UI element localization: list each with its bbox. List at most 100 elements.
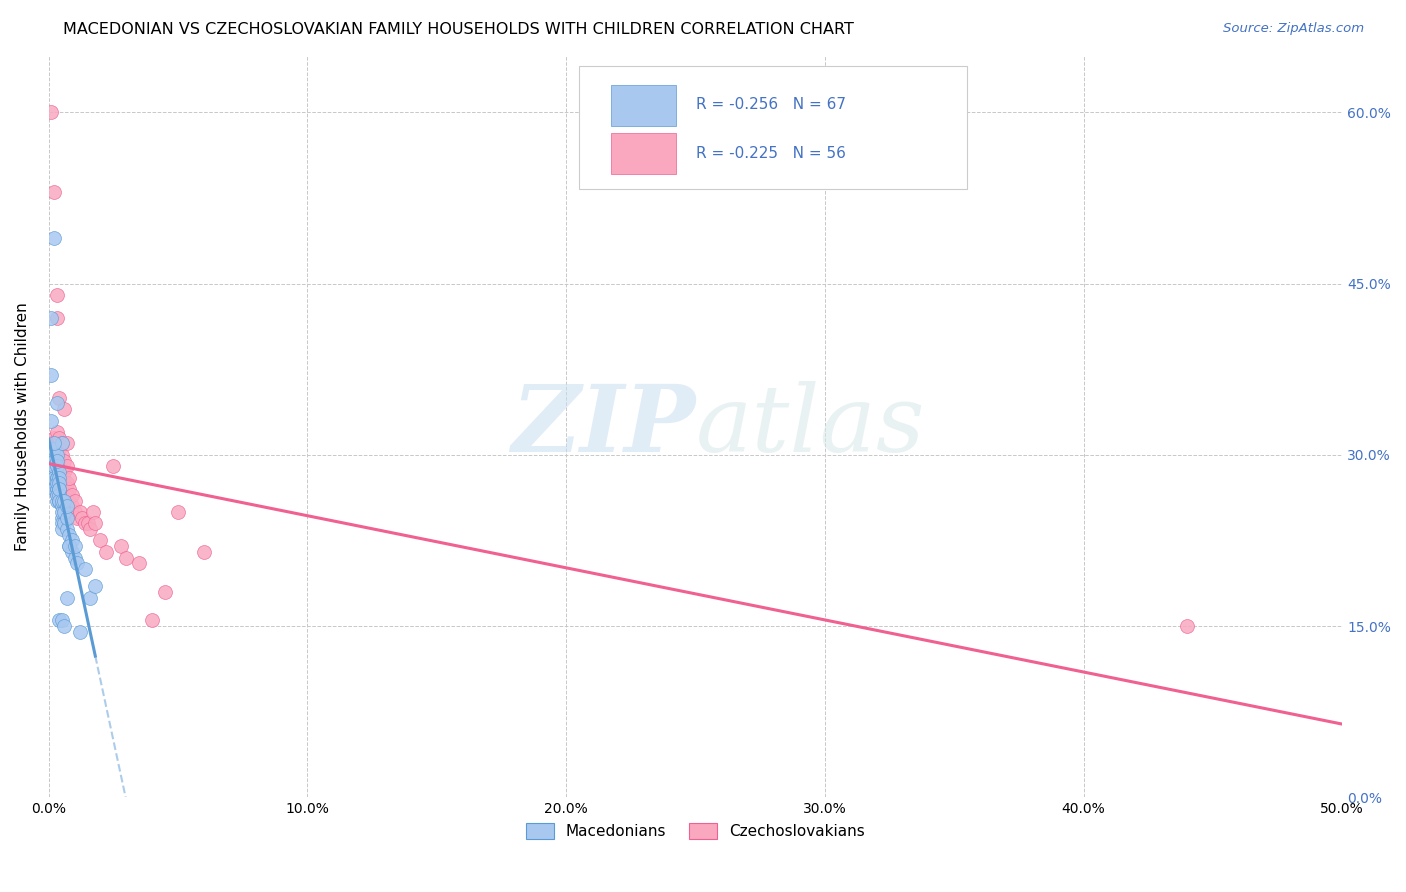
Point: [41, 442, 63, 457]
Point: [45, 288, 67, 302]
Text: MACEDONIAN VS CZECHOSLOVAKIAN FAMILY HOUSEHOLDS WITH CHILDREN CORRELATION CHART: MACEDONIAN VS CZECHOSLOVAKIAN FAMILY HOU…: [63, 22, 855, 37]
Point: [48, 459, 70, 474]
Point: [84, 516, 107, 531]
Point: [42, 185, 65, 199]
Point: [42, 231, 65, 245]
Point: [56, 436, 79, 450]
Point: [51, 516, 73, 531]
Point: [89, 533, 111, 548]
Point: [45, 471, 67, 485]
Point: [60, 533, 83, 548]
Point: [66, 557, 89, 571]
Y-axis label: Family Households with Children: Family Households with Children: [15, 301, 30, 550]
Point: [48, 493, 70, 508]
Point: [72, 510, 94, 524]
Point: [58, 528, 80, 542]
Point: [42, 482, 65, 496]
Point: [45, 425, 67, 439]
Point: [42, 465, 65, 479]
Point: [73, 516, 96, 531]
Point: [153, 585, 176, 599]
Point: [56, 522, 79, 536]
Point: [56, 510, 79, 524]
Point: [41, 310, 63, 325]
Point: [45, 396, 67, 410]
Point: [94, 545, 117, 559]
Point: [41, 105, 63, 120]
Point: [42, 453, 65, 467]
FancyBboxPatch shape: [612, 133, 676, 174]
Point: [69, 505, 91, 519]
Point: [42, 442, 65, 457]
Point: [141, 614, 163, 628]
Point: [45, 465, 67, 479]
Point: [51, 614, 73, 628]
Point: [48, 471, 70, 485]
Point: [51, 448, 73, 462]
Point: [56, 591, 79, 605]
Point: [56, 488, 79, 502]
Point: [58, 539, 80, 553]
Point: [60, 500, 83, 514]
Point: [48, 493, 70, 508]
Point: [45, 482, 67, 496]
Point: [48, 442, 70, 457]
Point: [41, 414, 63, 428]
Point: [48, 488, 70, 502]
Point: [51, 505, 73, 519]
Point: [53, 402, 76, 417]
Point: [42, 476, 65, 491]
Point: [45, 471, 67, 485]
Point: [82, 505, 104, 519]
Point: [66, 510, 89, 524]
Point: [45, 448, 67, 462]
Point: [115, 550, 138, 565]
Point: [48, 476, 70, 491]
Point: [60, 545, 83, 559]
Point: [167, 505, 190, 519]
FancyBboxPatch shape: [612, 85, 676, 126]
Point: [45, 310, 67, 325]
Point: [51, 436, 73, 450]
Point: [45, 448, 67, 462]
Point: [48, 471, 70, 485]
Point: [193, 545, 215, 559]
Point: [48, 465, 70, 479]
Point: [76, 516, 98, 531]
Point: [42, 459, 65, 474]
Point: [53, 619, 76, 633]
Point: [48, 391, 70, 405]
Point: [42, 442, 65, 457]
Point: [45, 488, 67, 502]
Point: [45, 436, 67, 450]
Point: [42, 436, 65, 450]
Point: [51, 436, 73, 450]
Point: [41, 448, 63, 462]
Point: [45, 453, 67, 467]
Text: ZIP: ZIP: [512, 381, 696, 471]
Point: [41, 453, 63, 467]
Point: [45, 482, 67, 496]
Text: atlas: atlas: [696, 381, 925, 471]
Point: [69, 624, 91, 639]
Point: [79, 522, 101, 536]
FancyBboxPatch shape: [579, 66, 967, 189]
Point: [42, 453, 65, 467]
Point: [63, 550, 86, 565]
Point: [53, 516, 76, 531]
Point: [60, 488, 83, 502]
Point: [42, 471, 65, 485]
Point: [51, 482, 73, 496]
Point: [58, 471, 80, 485]
Point: [41, 448, 63, 462]
Point: [58, 493, 80, 508]
Text: Source: ZipAtlas.com: Source: ZipAtlas.com: [1223, 22, 1364, 36]
Point: [63, 539, 86, 553]
Point: [41, 471, 63, 485]
Point: [45, 488, 67, 502]
Point: [51, 500, 73, 514]
Point: [41, 436, 63, 450]
Point: [56, 500, 79, 514]
Point: [73, 562, 96, 576]
Legend: Macedonians, Czechoslovakians: Macedonians, Czechoslovakians: [520, 817, 870, 846]
